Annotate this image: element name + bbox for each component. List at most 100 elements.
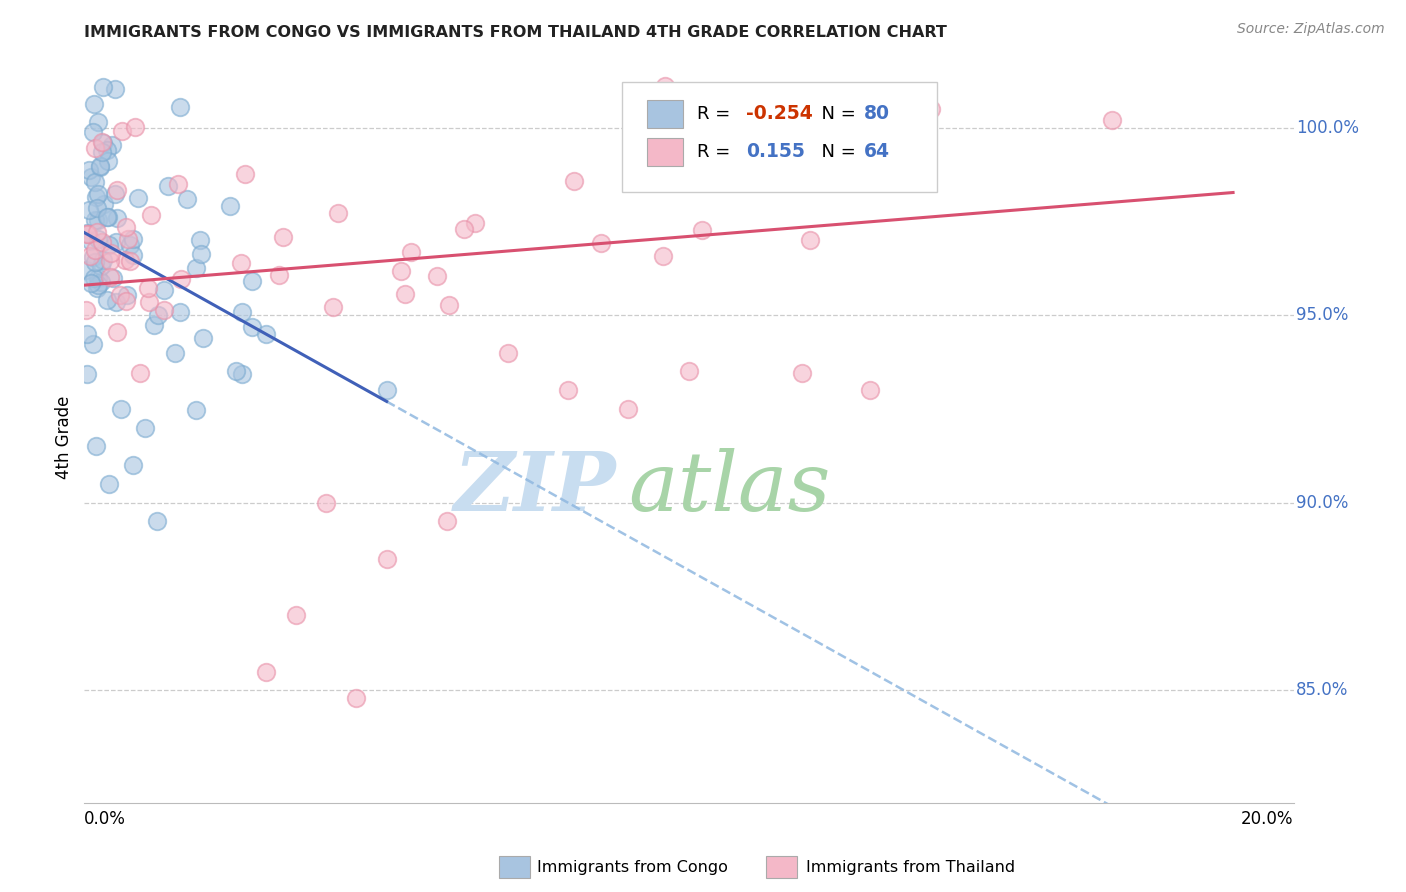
Point: [97, 237, 120, 252]
Point: [105, 211, 128, 226]
Point: [188, 233, 211, 247]
Point: [184, 403, 207, 417]
Point: [83, 243, 105, 257]
Point: [692, 222, 714, 236]
Point: [84, 175, 107, 189]
Point: [86, 281, 108, 295]
Point: [76, 326, 98, 341]
Point: [436, 515, 458, 529]
Point: [79, 249, 101, 263]
Point: [93, 253, 115, 268]
Y-axis label: 4th Grade: 4th Grade: [55, 395, 73, 479]
Point: [389, 264, 412, 278]
Point: [219, 199, 242, 213]
Point: [86, 201, 108, 215]
Point: [82, 251, 104, 265]
Point: [97, 153, 120, 168]
Text: 20.0%: 20.0%: [1241, 810, 1294, 828]
Point: [792, 366, 814, 380]
Point: [464, 216, 486, 230]
Point: [79, 170, 101, 185]
Point: [120, 253, 142, 268]
Point: [654, 79, 676, 94]
Point: [77, 227, 100, 242]
Text: 80: 80: [865, 104, 890, 123]
Point: [176, 192, 198, 206]
Point: [90, 135, 112, 149]
Point: [1101, 113, 1123, 128]
Point: [346, 690, 368, 705]
Point: [139, 208, 162, 222]
Point: [375, 552, 398, 566]
Point: [117, 232, 139, 246]
Bar: [647, 100, 683, 128]
Point: [170, 272, 193, 286]
Point: [437, 298, 460, 312]
Point: [143, 318, 166, 333]
Point: [124, 120, 146, 135]
Point: [267, 268, 290, 282]
Point: [128, 191, 150, 205]
Point: [83, 271, 105, 285]
Point: [111, 124, 134, 138]
Point: [100, 245, 122, 260]
Bar: [647, 138, 683, 166]
Point: [557, 383, 579, 397]
Point: [82, 125, 104, 139]
Point: [136, 281, 159, 295]
Point: [254, 665, 277, 679]
Point: [93, 197, 115, 211]
Point: [153, 283, 176, 297]
Point: [799, 233, 821, 247]
Point: [231, 367, 253, 381]
Point: [90, 275, 112, 289]
Point: [90, 235, 112, 249]
Point: [315, 496, 337, 510]
Point: [152, 303, 174, 318]
Point: [453, 221, 475, 235]
Point: [169, 304, 191, 318]
Point: [103, 270, 125, 285]
Point: [326, 206, 349, 220]
Point: [83, 97, 105, 112]
Point: [169, 100, 191, 114]
Point: [83, 213, 105, 227]
Point: [87, 278, 110, 293]
Text: atlas: atlas: [628, 449, 831, 528]
Point: [76, 227, 98, 241]
Text: ZIP: ZIP: [454, 449, 616, 528]
Point: [75, 302, 97, 317]
Point: [86, 213, 108, 227]
Point: [86, 440, 108, 454]
Point: [87, 271, 110, 285]
Point: [75, 263, 97, 277]
Point: [617, 401, 640, 416]
Text: Source: ZipAtlas.com: Source: ZipAtlas.com: [1237, 22, 1385, 37]
Text: 0.155: 0.155: [745, 143, 804, 161]
Point: [741, 144, 763, 158]
Text: Immigrants from Congo: Immigrants from Congo: [537, 860, 728, 874]
Point: [121, 458, 143, 473]
Point: [77, 163, 100, 178]
Point: [134, 420, 156, 434]
Point: [190, 247, 212, 261]
Point: [496, 345, 519, 359]
Point: [229, 256, 252, 270]
Point: [87, 232, 110, 246]
Text: N =: N =: [810, 143, 862, 161]
Point: [104, 235, 127, 250]
Point: [240, 320, 263, 334]
Point: [254, 326, 277, 341]
Point: [122, 248, 145, 262]
Point: [83, 255, 105, 269]
Point: [86, 190, 108, 204]
Point: [87, 187, 110, 202]
Point: [80, 276, 103, 290]
Point: [375, 383, 398, 397]
Point: [96, 144, 118, 158]
Point: [91, 79, 114, 94]
Point: [115, 294, 138, 309]
Point: [96, 211, 118, 225]
Point: [322, 300, 344, 314]
Point: [79, 234, 101, 248]
